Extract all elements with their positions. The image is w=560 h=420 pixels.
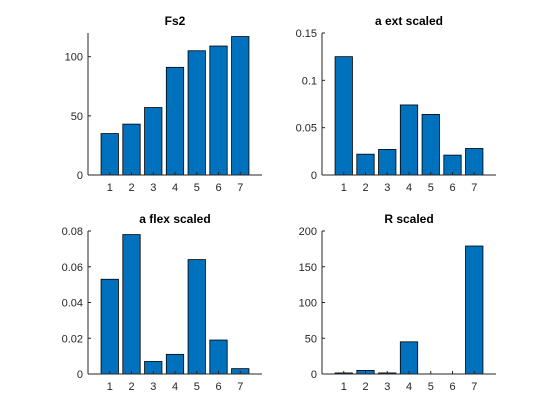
x-tick-label: 3 — [384, 182, 390, 194]
bar-2 — [122, 234, 141, 375]
y-tick-label: 0 — [77, 369, 83, 381]
subplot-title: R scaled — [384, 212, 433, 226]
bar-4 — [165, 66, 185, 176]
bar-1 — [100, 278, 119, 375]
y-tick-label: 0 — [311, 170, 317, 182]
y-tick-label: 200 — [299, 226, 317, 238]
subplot-3: 1 2 3 4 5 6 7 0 0.02 0.04 0.06 0.08 a flex scaled — [62, 212, 262, 393]
bar-2 — [122, 123, 141, 176]
x-tick-label: 6 — [215, 381, 221, 393]
y-tick-label: 0.04 — [62, 298, 83, 310]
y-tick-label: 0.1 — [302, 75, 317, 87]
bar-1 — [334, 56, 353, 176]
x-tick-label: 5 — [194, 182, 200, 194]
bar-5 — [187, 50, 206, 176]
x-tick-label: 6 — [449, 381, 455, 393]
subplot-2: 1 2 3 4 5 6 7 0 0.05 0.1 0.15 a ext scaled — [296, 14, 496, 194]
y-tick-label: 50 — [305, 333, 317, 345]
x-tick-label: 3 — [384, 381, 390, 393]
x-tick-label: 7 — [471, 182, 477, 194]
y-tick-label: 0.02 — [62, 333, 83, 345]
y-tick-label: 0.06 — [62, 262, 83, 274]
x-tick-label: 2 — [128, 381, 134, 393]
bar-7 — [465, 148, 484, 176]
bar-4 — [399, 341, 419, 375]
y-tick-label: 0.15 — [296, 28, 317, 40]
y-tick-label: 50 — [71, 111, 83, 123]
x-tick-label: 5 — [428, 381, 434, 393]
x-tick-label: 1 — [107, 381, 113, 393]
bar-2 — [356, 153, 375, 176]
bar-6 — [209, 45, 228, 176]
x-tick-label: 4 — [406, 182, 412, 194]
x-tick-label: 7 — [237, 182, 243, 194]
x-tick-label: 3 — [150, 182, 156, 194]
bar-3 — [144, 107, 163, 176]
subplot-4: 1 2 3 4 5 6 7 0 50 100 150 200 R scaled — [299, 212, 496, 393]
x-tick-label: 5 — [194, 381, 200, 393]
subplot-1: 1 2 3 4 5 6 7 0 50 100 Fs2 — [65, 14, 262, 194]
x-tick-label: 2 — [362, 182, 368, 194]
y-tick-label: 100 — [65, 52, 83, 64]
x-tick-label: 6 — [215, 182, 221, 194]
bar-6 — [209, 339, 228, 375]
bar-3 — [378, 149, 397, 176]
x-tick-label: 4 — [172, 182, 178, 194]
x-tick-label: 5 — [428, 182, 434, 194]
y-tick-label: 0 — [77, 170, 83, 182]
subplot-title: a flex scaled — [139, 212, 210, 226]
bar-5 — [421, 114, 440, 176]
bar-1 — [100, 133, 119, 176]
y-tick-label: 150 — [299, 262, 317, 274]
y-tick-label: 0 — [311, 369, 317, 381]
y-tick-label: 0.08 — [62, 226, 83, 238]
bar-7 — [465, 245, 484, 375]
x-tick-label: 4 — [406, 381, 412, 393]
subplot-title: a ext scaled — [375, 14, 443, 28]
x-tick-label: 6 — [449, 182, 455, 194]
bar-5 — [187, 259, 206, 375]
subplot-title: Fs2 — [165, 14, 186, 28]
x-tick-label: 2 — [128, 182, 134, 194]
x-tick-label: 7 — [471, 381, 477, 393]
y-tick-label: 0.05 — [296, 123, 317, 135]
y-tick-label: 100 — [299, 298, 317, 310]
x-tick-label: 2 — [362, 381, 368, 393]
x-tick-label: 7 — [237, 381, 243, 393]
x-tick-label: 3 — [150, 381, 156, 393]
x-tick-label: 4 — [172, 381, 178, 393]
x-tick-label: 1 — [341, 182, 347, 194]
bar-7 — [231, 36, 250, 176]
x-tick-label: 1 — [341, 381, 347, 393]
x-tick-label: 1 — [107, 182, 113, 194]
bar-4 — [399, 104, 419, 176]
